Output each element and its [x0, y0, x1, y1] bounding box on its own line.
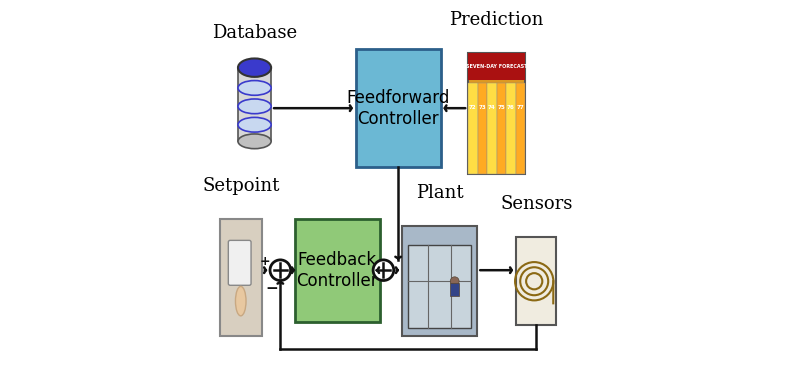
Text: 73: 73 — [478, 105, 486, 110]
Circle shape — [373, 260, 394, 280]
Text: Database: Database — [212, 24, 297, 42]
Ellipse shape — [238, 134, 271, 149]
FancyBboxPatch shape — [402, 226, 478, 336]
FancyBboxPatch shape — [468, 53, 525, 174]
FancyBboxPatch shape — [506, 83, 516, 174]
Text: Setpoint: Setpoint — [202, 177, 279, 195]
Text: 75: 75 — [498, 105, 506, 110]
Text: 72: 72 — [469, 105, 477, 110]
Ellipse shape — [235, 286, 246, 316]
Ellipse shape — [238, 117, 271, 132]
Text: +: + — [259, 256, 270, 269]
FancyBboxPatch shape — [516, 83, 525, 174]
FancyBboxPatch shape — [468, 53, 525, 80]
Text: 76: 76 — [507, 105, 515, 110]
Text: SEVEN-DAY FORECAST: SEVEN-DAY FORECAST — [466, 64, 527, 69]
Text: Plant: Plant — [416, 184, 463, 202]
FancyBboxPatch shape — [228, 240, 251, 285]
Text: −: − — [266, 281, 278, 296]
FancyBboxPatch shape — [487, 83, 497, 174]
FancyBboxPatch shape — [295, 219, 380, 322]
FancyBboxPatch shape — [219, 219, 262, 336]
FancyBboxPatch shape — [408, 245, 471, 328]
Circle shape — [450, 277, 459, 286]
Circle shape — [270, 260, 290, 280]
Text: 77: 77 — [517, 105, 524, 110]
Text: Sensors: Sensors — [500, 195, 573, 213]
FancyBboxPatch shape — [356, 49, 441, 167]
Text: Feedback
Controller: Feedback Controller — [297, 251, 378, 290]
Ellipse shape — [238, 59, 271, 77]
FancyBboxPatch shape — [478, 83, 487, 174]
Text: 74: 74 — [488, 105, 496, 110]
FancyBboxPatch shape — [497, 83, 506, 174]
Ellipse shape — [238, 99, 271, 114]
FancyBboxPatch shape — [450, 283, 459, 296]
FancyBboxPatch shape — [468, 83, 478, 174]
Text: Feedforward
Controller: Feedforward Controller — [346, 89, 450, 128]
FancyBboxPatch shape — [238, 68, 271, 141]
FancyBboxPatch shape — [516, 237, 557, 325]
Text: Prediction: Prediction — [450, 11, 544, 29]
Ellipse shape — [238, 81, 271, 95]
